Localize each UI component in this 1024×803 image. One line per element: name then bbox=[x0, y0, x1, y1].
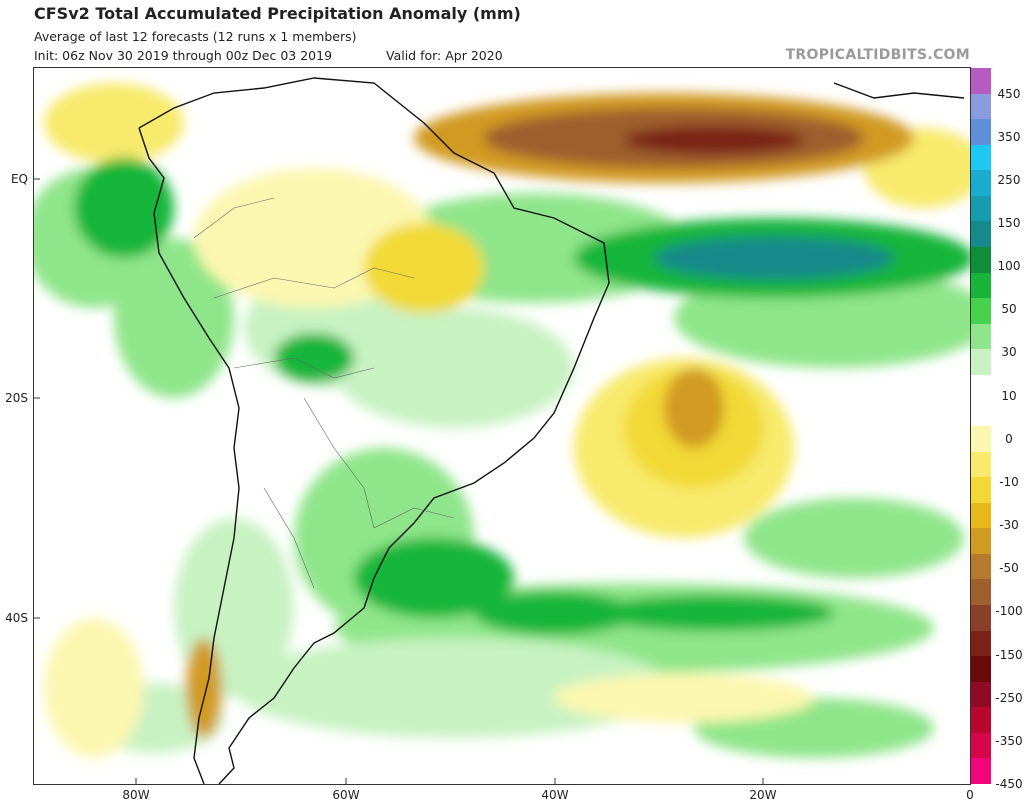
lat-label-20s: 20S bbox=[5, 391, 28, 405]
colorbar-segment bbox=[971, 605, 991, 632]
map-title: CFSv2 Total Accumulated Precipitation An… bbox=[34, 4, 521, 23]
precip-anomaly-map bbox=[33, 67, 971, 785]
colorbar-segment bbox=[971, 349, 991, 376]
colorbar-segment bbox=[971, 221, 991, 248]
colorbar-label: -50 bbox=[999, 561, 1019, 576]
colorbar-label: 100 bbox=[997, 259, 1021, 274]
colorbar-segment bbox=[971, 553, 991, 580]
colorbar-segment bbox=[971, 579, 991, 606]
colorbar-label: 0 bbox=[1005, 431, 1013, 446]
colorbar-segment bbox=[971, 272, 991, 299]
colorbar-label: 50 bbox=[1001, 302, 1017, 317]
grid-ticks bbox=[34, 178, 764, 784]
colorbar-label: -250 bbox=[995, 690, 1023, 705]
colorbar-segment bbox=[971, 119, 991, 146]
colorbar-segment bbox=[971, 707, 991, 734]
colorbar-segment bbox=[971, 681, 991, 708]
lon-label-0: 0 bbox=[966, 788, 974, 802]
colorbar-label: 150 bbox=[997, 216, 1021, 231]
colorbar-label: 350 bbox=[997, 129, 1021, 144]
colorbar-segment bbox=[971, 298, 991, 325]
colorbar-segment bbox=[971, 477, 991, 504]
colorbar-segment bbox=[971, 732, 991, 759]
init-time: Init: 06z Nov 30 2019 through 00z Dec 03… bbox=[34, 48, 333, 63]
colorbar-segment bbox=[971, 630, 991, 657]
lon-label-80w: 80W bbox=[122, 788, 150, 802]
brand-watermark: TROPICALTIDBITS.COM bbox=[785, 47, 970, 63]
colorbar-label: -350 bbox=[995, 733, 1023, 748]
colorbar-segment bbox=[971, 68, 991, 95]
country-borders bbox=[193, 197, 455, 589]
colorbar-segment bbox=[971, 374, 991, 401]
lon-label-20w: 20W bbox=[749, 788, 777, 802]
colorbar-segment bbox=[971, 247, 991, 274]
colorbar-segment bbox=[971, 426, 991, 453]
colorbar-segment bbox=[971, 323, 991, 350]
colorbar-segment bbox=[971, 451, 991, 478]
colorbar-label: -150 bbox=[995, 647, 1023, 662]
colorbar-segment bbox=[971, 144, 991, 171]
colorbar-segment bbox=[971, 758, 991, 785]
colorbar-label: 450 bbox=[997, 86, 1021, 101]
lat-label-eq: EQ bbox=[10, 172, 28, 186]
colorbar-label: -450 bbox=[995, 777, 1023, 791]
valid-time: Valid for: Apr 2020 bbox=[386, 48, 503, 63]
colorbar-label: -10 bbox=[999, 474, 1019, 489]
map-canvas bbox=[34, 77, 970, 784]
colorbar-segment bbox=[971, 528, 991, 555]
lon-label-60w: 60W bbox=[332, 788, 360, 802]
colorbar-segment bbox=[971, 195, 991, 222]
colorbar-label: 30 bbox=[1001, 345, 1017, 360]
colorbar-segment bbox=[971, 93, 991, 120]
colorbar-label: -30 bbox=[999, 518, 1019, 533]
coastline bbox=[138, 77, 965, 784]
map-subtitle: Average of last 12 forecasts (12 runs x … bbox=[34, 29, 357, 44]
colorbar-segment bbox=[971, 502, 991, 529]
lat-label-40s: 40S bbox=[5, 611, 28, 625]
colorbar-segment bbox=[971, 656, 991, 683]
colorbar-label: -100 bbox=[995, 604, 1023, 619]
colorbar-segment bbox=[971, 170, 991, 197]
lon-label-40w: 40W bbox=[541, 788, 569, 802]
colorbar bbox=[971, 68, 991, 785]
colorbar-segment bbox=[971, 400, 991, 427]
colorbar-label: 250 bbox=[997, 172, 1021, 187]
anomaly-shading bbox=[34, 83, 970, 758]
colorbar-label: 10 bbox=[1001, 388, 1017, 403]
